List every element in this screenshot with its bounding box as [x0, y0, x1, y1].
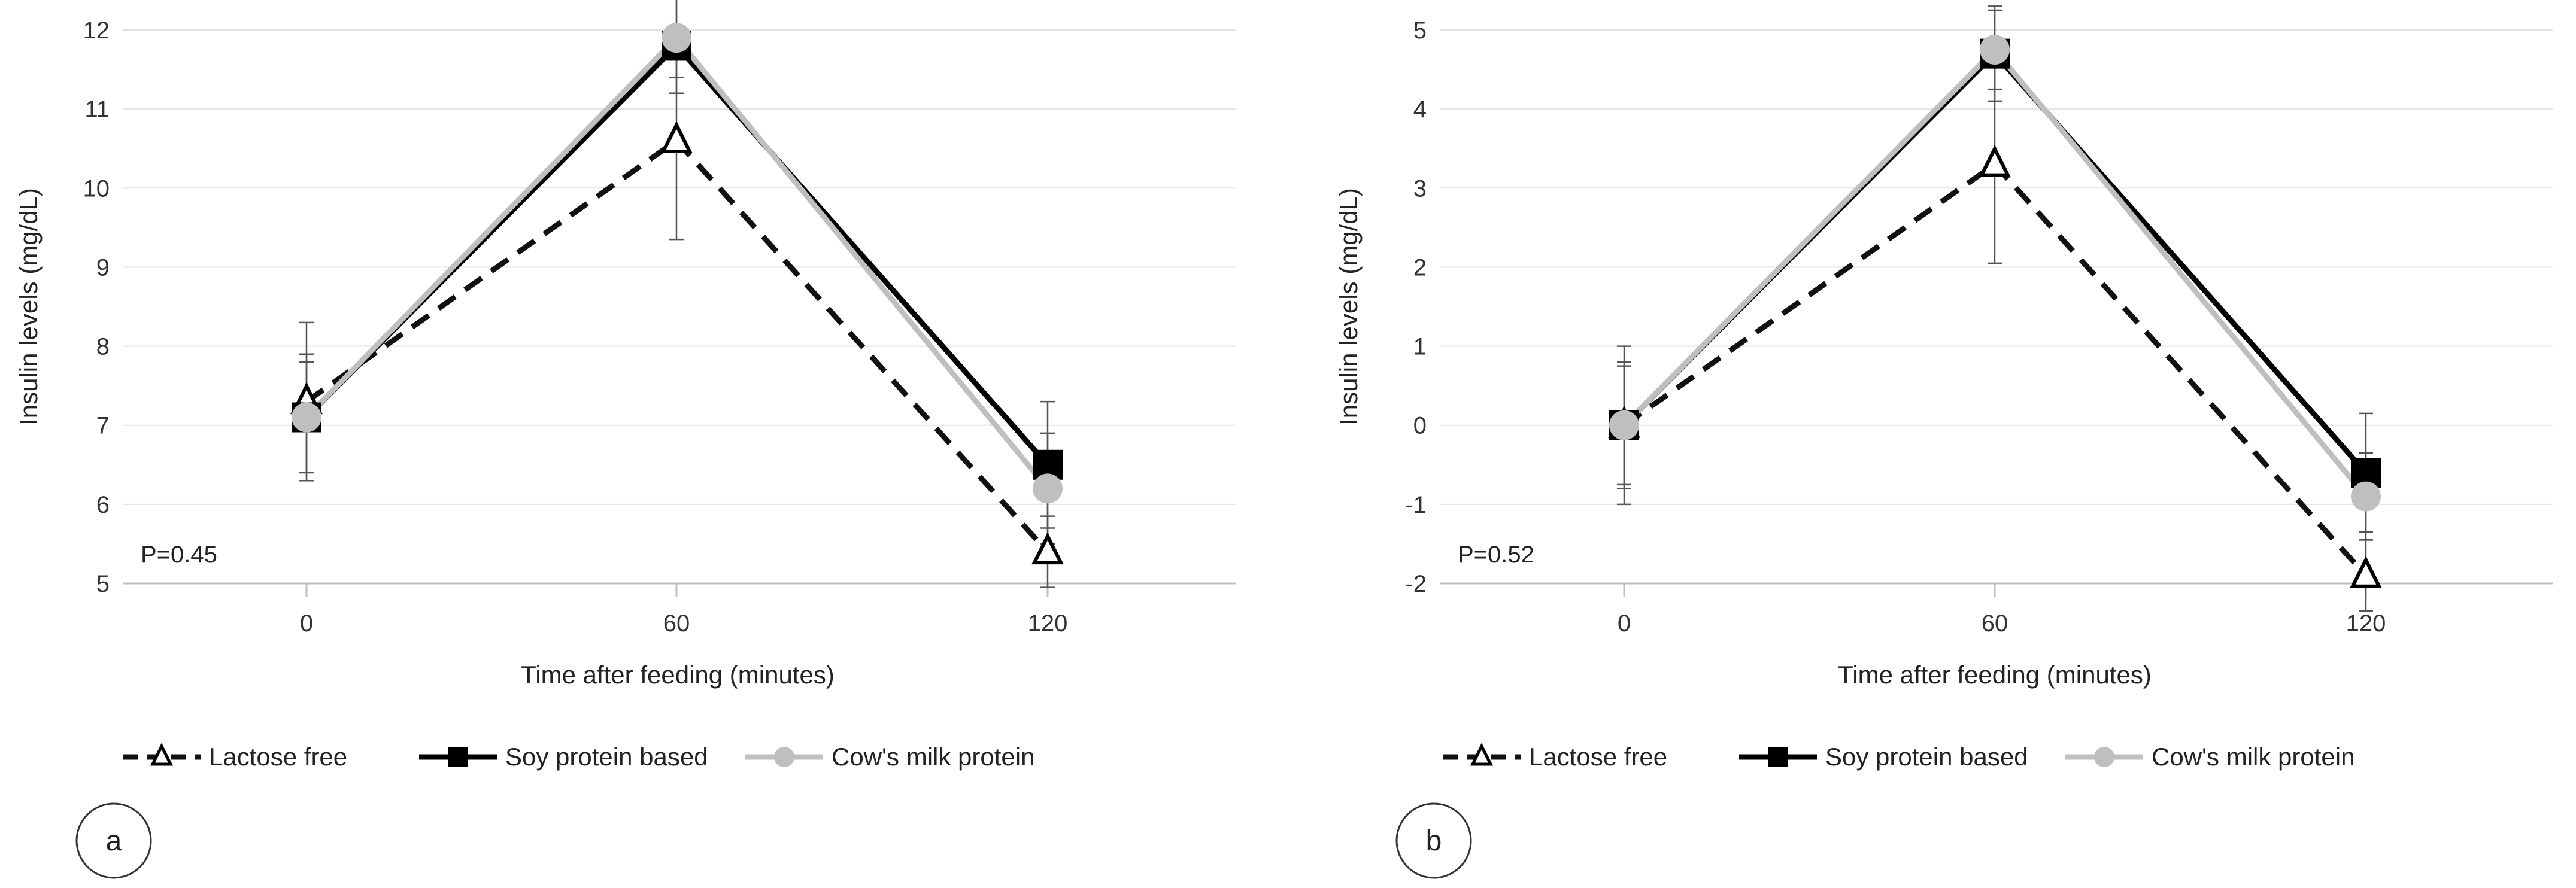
data-point	[1031, 532, 1064, 565]
y-tick-label: 1	[1413, 334, 1427, 360]
y-tick-label: 12	[83, 17, 110, 44]
panel-label: b	[1426, 825, 1442, 857]
data-point	[1033, 473, 1063, 504]
y-tick-label: 5	[1413, 17, 1427, 44]
legend-label-1: Soy protein based	[1825, 743, 2028, 771]
x-tick-label: 120	[2346, 610, 2386, 637]
legend-marker-0	[150, 743, 174, 766]
data-point	[1979, 144, 2011, 177]
y-tick-label: 11	[84, 96, 110, 123]
x-tick-label: 120	[1028, 610, 1068, 637]
data-point	[1609, 410, 1639, 440]
chart-panel-b: -2 -1 0 1 2 3 4 5 0 60 120 Time after feeding (minu…	[1334, 5, 2553, 879]
panel-label-circle	[1395, 802, 1472, 879]
legend-marker-0	[1470, 743, 1494, 766]
data-point	[2350, 556, 2382, 588]
legend-marker-2	[774, 747, 794, 767]
legend: Lactose free Soy protein based Cow's milk …	[123, 743, 1034, 771]
x-tick-label: 0	[300, 610, 313, 637]
y-tick-label: 0	[1413, 413, 1427, 439]
x-axis-title: Time after feeding (minutes)	[521, 661, 835, 689]
y-tick-label: -2	[1405, 571, 1427, 597]
data-point	[1980, 35, 2010, 65]
y-tick-label: 8	[96, 334, 110, 360]
p-value-label: P=0.52	[1458, 542, 1534, 568]
y-tick-label: 5	[96, 571, 110, 597]
y-tick-label: 3	[1413, 175, 1427, 202]
legend-marker-1	[448, 747, 468, 767]
data-point	[660, 121, 693, 153]
x-axis-title: Time after feeding (minutes)	[1838, 661, 2152, 689]
y-axis-title: Insulin levels (mg/dL)	[1334, 188, 1363, 425]
legend-label-2: Cow's milk protein	[2152, 743, 2354, 771]
legend-label-2: Cow's milk protein	[832, 743, 1034, 771]
legend-label-0: Lactose free	[1529, 743, 1667, 771]
x-tick-label: 60	[1982, 610, 2008, 637]
legend-marker-2	[2094, 747, 2114, 767]
panel-label: a	[106, 825, 122, 857]
legend-label-0: Lactose free	[209, 743, 347, 771]
y-tick-label: 6	[96, 492, 110, 518]
y-tick-label: 4	[1413, 96, 1427, 123]
y-tick-label: 2	[1413, 254, 1427, 281]
y-tick-label: 10	[83, 175, 110, 202]
data-point	[2351, 481, 2381, 512]
y-tick-label: 9	[96, 254, 110, 281]
p-value-label: P=0.45	[141, 542, 217, 568]
data-point	[662, 23, 691, 53]
x-tick-label: 0	[1618, 610, 1631, 637]
y-axis-title: Insulin levels (mg/dL)	[14, 188, 43, 425]
panel-label-circle	[75, 802, 152, 879]
legend-marker-1	[1768, 747, 1788, 767]
series-1	[299, 0, 1055, 529]
legend: Lactose free Soy protein based Cow's milk …	[1443, 743, 2354, 771]
y-tick-label: 7	[96, 413, 110, 439]
legend-label-1: Soy protein based	[505, 743, 708, 771]
y-tick-label: -1	[1405, 492, 1427, 518]
x-tick-label: 60	[663, 610, 690, 637]
data-point	[292, 402, 321, 433]
